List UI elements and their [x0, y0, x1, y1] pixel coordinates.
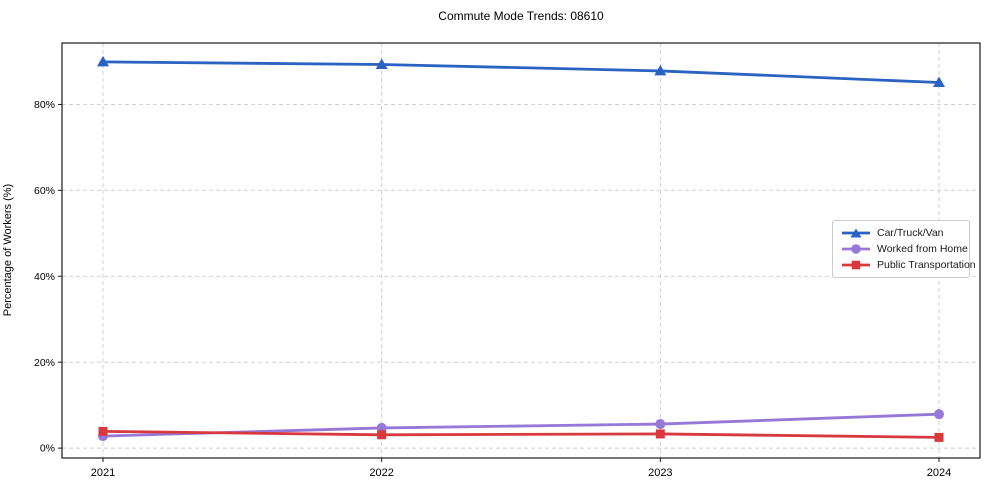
series-line-public-transportation: [102, 429, 940, 439]
legend-item-worked-from-home: Worked from Home: [841, 243, 968, 255]
data-point-car-truck-van: [375, 58, 388, 69]
y-tick-label: 60%: [34, 185, 55, 197]
data-point-car-truck-van: [97, 55, 109, 67]
data-point-public-transportation: [934, 432, 944, 442]
data-point-public-transportation: [655, 429, 665, 439]
y-tick-label: 0%: [40, 443, 55, 455]
x-tick-label: 2023: [648, 467, 672, 479]
series-line-car-truck-van: [102, 60, 940, 84]
legend-label: Public Transportation: [877, 259, 976, 271]
y-tick-label: 40%: [34, 271, 55, 283]
chart-title: Commute Mode Trends: 08610: [438, 9, 604, 23]
x-tick-label: 2021: [91, 467, 115, 479]
legend: Car/Truck/Van Worked from Home Public Tr…: [832, 220, 976, 278]
data-point-public-transportation: [98, 426, 108, 436]
data-point-car-truck-van: [654, 64, 667, 76]
line-circle-marker-icon: [842, 244, 870, 254]
legend-item-public-transportation: Public Transportation: [841, 259, 976, 271]
legend-marker-square: [851, 260, 861, 270]
data-point-car-truck-van: [933, 76, 945, 88]
y-tick-label: 20%: [34, 357, 55, 369]
plot-border: [61, 42, 981, 459]
line-square-marker-icon: [842, 260, 870, 270]
legend-item-car-truck-van: Car/Truck/Van: [841, 227, 961, 239]
x-tick-label: 2024: [927, 467, 951, 479]
legend-label: Car/Truck/Van: [877, 227, 944, 239]
legend-marker-triangle: [850, 228, 862, 238]
data-point-worked-from-home: [934, 409, 944, 420]
y-tick-label: 80%: [34, 99, 55, 111]
legend-label: Worked from Home: [877, 243, 968, 255]
line-triangle-marker-icon: [842, 228, 870, 238]
data-point-worked-from-home: [655, 419, 666, 430]
x-tick-label: 2022: [369, 467, 393, 479]
data-point-public-transportation: [377, 430, 387, 440]
legend-marker-circle: [851, 244, 861, 254]
